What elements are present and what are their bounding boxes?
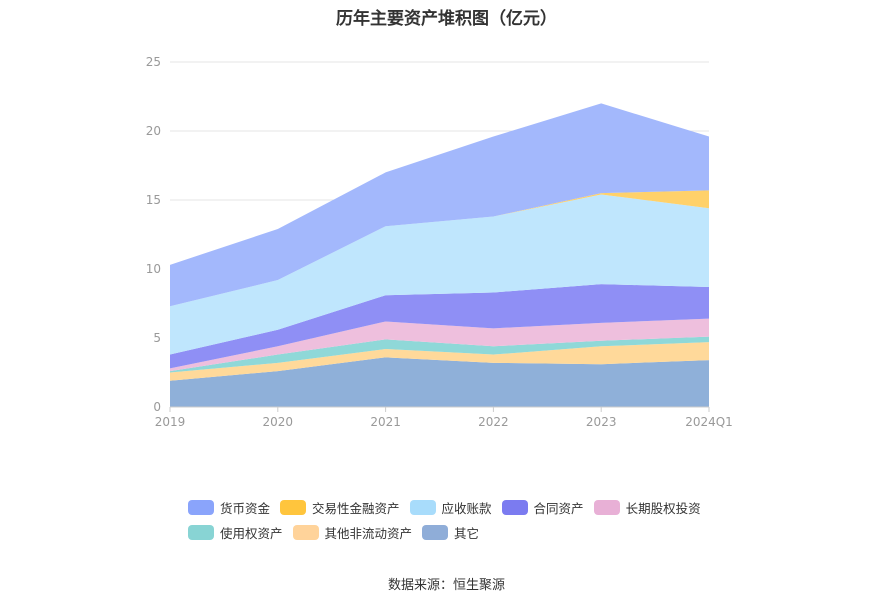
area-layers	[170, 103, 709, 407]
y-tick-label: 15	[146, 193, 161, 207]
legend-label: 其他非流动资产	[324, 526, 413, 541]
area-series-7[interactable]	[170, 103, 709, 307]
area-series-3[interactable]	[170, 318, 709, 372]
legend-swatch	[188, 500, 214, 515]
y-tick-label: 25	[146, 55, 161, 69]
legend-item[interactable]: 使用权资产	[188, 523, 283, 542]
legend: 货币资金 交易性金融资产 应收账款 合同资产 长期股权投资 使用权资产 其他非流动资产 其它	[188, 495, 728, 545]
chart-title: 历年主要资产堆积图（亿元）	[336, 9, 557, 29]
legend-swatch	[422, 525, 449, 540]
x-tick-label: 2021	[370, 415, 401, 429]
legend-row-1: 货币资金 交易性金融资产 应收账款 合同资产 长期股权投资	[188, 495, 728, 520]
area-series-1[interactable]	[170, 342, 709, 381]
legend-item[interactable]: 合同资产	[501, 498, 584, 517]
legend-label: 货币资金	[220, 501, 271, 516]
legend-item[interactable]: 其它	[422, 523, 479, 542]
legend-label: 使用权资产	[220, 526, 283, 541]
x-tick-label: 2022	[478, 415, 509, 429]
area-series-2[interactable]	[170, 336, 709, 373]
legend-label: 其它	[454, 526, 480, 541]
legend-swatch	[593, 500, 620, 515]
x-tick-label: 2024Q1	[685, 415, 733, 429]
legend-swatch	[409, 500, 436, 515]
data-source: 数据来源：恒生聚源	[387, 578, 505, 593]
legend-item[interactable]: 应收账款	[409, 498, 492, 517]
axes: 0 5 10 15 20 25 2019 2020 2021 2022 2023 2024Q1	[146, 55, 733, 429]
area-series-0[interactable]	[170, 357, 709, 407]
legend-item[interactable]: 交易性金融资产	[280, 498, 400, 517]
x-tick-label: 2020	[263, 415, 294, 429]
legend-swatch	[280, 500, 307, 515]
legend-swatch	[501, 500, 528, 515]
y-tick-label: 5	[153, 331, 161, 345]
area-series-4[interactable]	[170, 284, 709, 369]
y-tick-label: 10	[146, 262, 161, 276]
x-tick-label: 2023	[586, 415, 617, 429]
legend-item[interactable]: 其他非流动资产	[292, 523, 413, 542]
legend-item[interactable]: 长期股权投资	[593, 498, 701, 517]
legend-label: 合同资产	[533, 501, 584, 516]
legend-swatch	[188, 525, 214, 540]
legend-label: 应收账款	[441, 501, 492, 516]
legend-item[interactable]: 货币资金	[188, 498, 270, 517]
legend-swatch	[292, 525, 319, 540]
legend-label: 长期股权投资	[625, 501, 701, 516]
area-series-5[interactable]	[170, 194, 709, 355]
y-tick-label: 0	[153, 400, 161, 414]
legend-label: 交易性金融资产	[312, 501, 400, 516]
legend-row-2: 使用权资产 其他非流动资产 其它	[188, 520, 728, 545]
y-tick-label: 20	[146, 124, 161, 138]
x-tick-label: 2019	[155, 415, 186, 429]
